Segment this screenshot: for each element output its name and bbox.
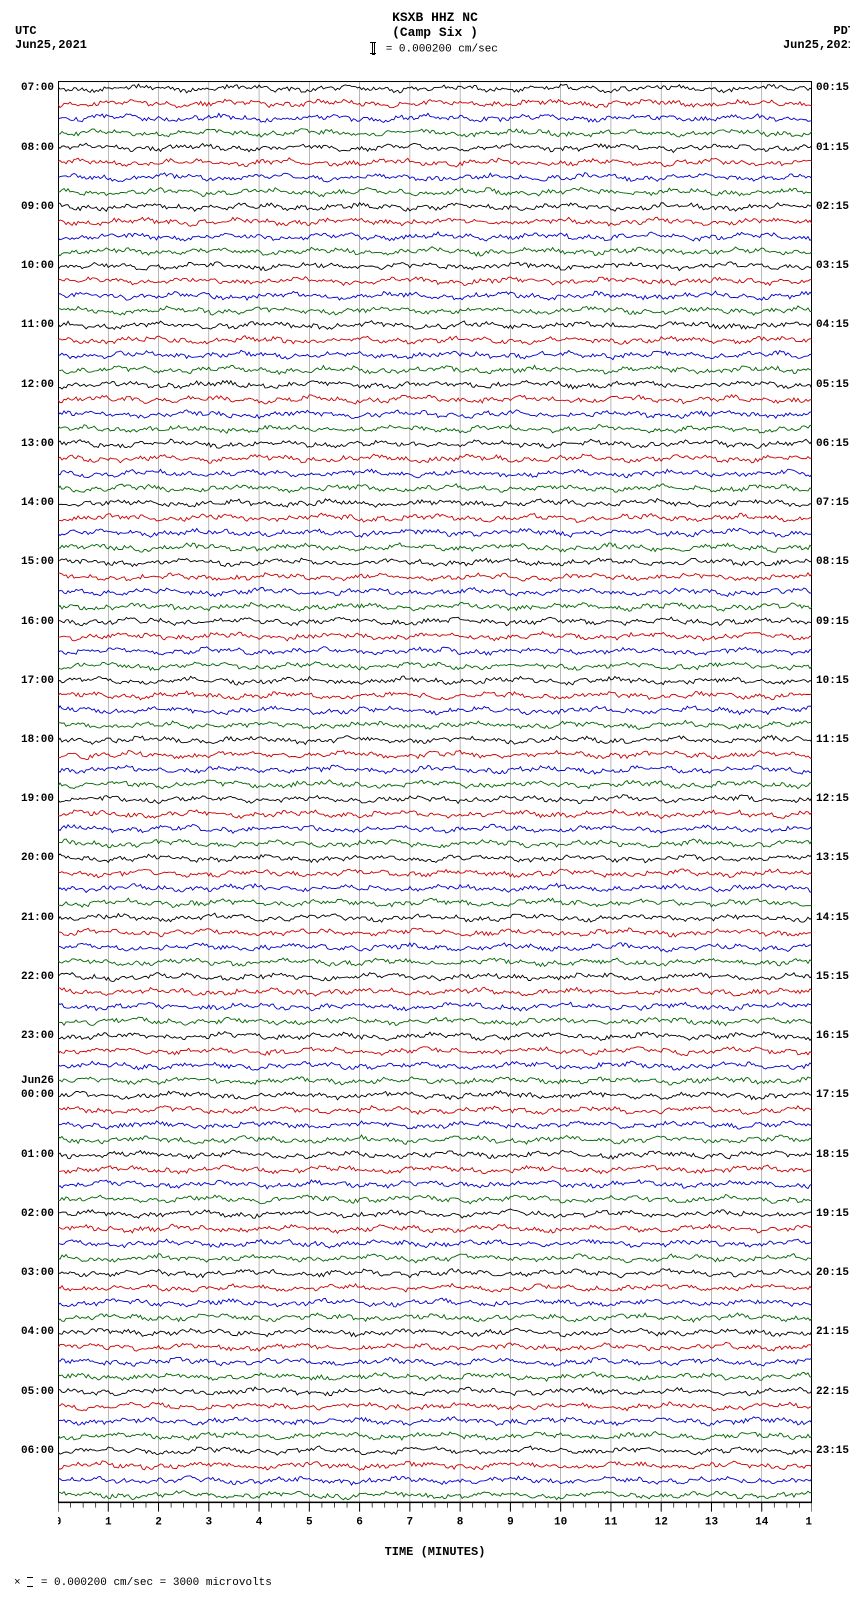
pdt-time-label: 14:15 <box>812 912 849 924</box>
pdt-time-label: 17:15 <box>812 1089 849 1101</box>
svg-text:14: 14 <box>755 1517 769 1529</box>
header: KSXB HHZ NC (Camp Six ) UTC Jun25,2021 P… <box>10 10 850 70</box>
svg-text:11: 11 <box>604 1517 618 1529</box>
pdt-time-label: 03:15 <box>812 260 849 272</box>
utc-time-label: 23:00 <box>21 1030 58 1042</box>
pdt-time-label: 00:15 <box>812 82 849 94</box>
utc-time-label: 20:00 <box>21 852 58 864</box>
pdt-time-label: 10:15 <box>812 675 849 687</box>
pdt-time-label: 11:15 <box>812 734 849 746</box>
utc-time-label: 04:00 <box>21 1326 58 1338</box>
utc-time-label: 21:00 <box>21 912 58 924</box>
svg-text:10: 10 <box>554 1517 567 1529</box>
utc-time-label: 13:00 <box>21 438 58 450</box>
svg-text:4: 4 <box>256 1517 263 1529</box>
footer-scale: × = 0.000200 cm/sec = 3000 microvolts <box>10 1577 850 1589</box>
utc-time-label: 08:00 <box>21 142 58 154</box>
right-date-label: Jun25,2021 <box>783 38 850 52</box>
pdt-time-label: 12:15 <box>812 793 849 805</box>
pdt-time-label: 19:15 <box>812 1208 849 1220</box>
pdt-time-label: 23:15 <box>812 1445 849 1457</box>
utc-time-label: 11:00 <box>21 319 58 331</box>
seismogram-plot: 0123456789101112131415 <box>58 75 812 1543</box>
pdt-time-label: 22:15 <box>812 1386 849 1398</box>
svg-text:1: 1 <box>105 1517 112 1529</box>
svg-text:6: 6 <box>356 1517 363 1529</box>
svg-text:7: 7 <box>407 1517 414 1529</box>
scale-indicator: = 0.000200 cm/sec <box>10 42 850 55</box>
utc-time-label: 07:00 <box>21 82 58 94</box>
footer-text: = 0.000200 cm/sec = 3000 microvolts <box>41 1577 272 1589</box>
pdt-time-label: 09:15 <box>812 616 849 628</box>
pdt-time-label: 18:15 <box>812 1149 849 1161</box>
seismogram-plot-wrap: 0123456789101112131415 07:0000:1508:0001… <box>58 75 812 1543</box>
svg-text:12: 12 <box>655 1517 668 1529</box>
pdt-time-label: 20:15 <box>812 1267 849 1279</box>
utc-time-label: 19:00 <box>21 793 58 805</box>
scale-bar-icon <box>372 42 375 55</box>
pdt-time-label: 21:15 <box>812 1326 849 1338</box>
pdt-time-label: 05:15 <box>812 379 849 391</box>
pdt-time-label: 15:15 <box>812 971 849 983</box>
svg-text:3: 3 <box>205 1517 212 1529</box>
left-date-label: Jun25,2021 <box>15 38 87 52</box>
utc-time-label: 02:00 <box>21 1208 58 1220</box>
utc-time-label: 15:00 <box>21 556 58 568</box>
pdt-time-label: 08:15 <box>812 556 849 568</box>
station-title: KSXB HHZ NC <box>10 10 850 25</box>
utc-time-label: 09:00 <box>21 201 58 213</box>
pdt-time-label: 13:15 <box>812 852 849 864</box>
utc-time-label: 01:00 <box>21 1149 58 1161</box>
utc-time-label: 16:00 <box>21 616 58 628</box>
utc-time-label: 05:00 <box>21 1386 58 1398</box>
pdt-time-label: 01:15 <box>812 142 849 154</box>
utc-time-label: 22:00 <box>21 971 58 983</box>
utc-time-label: 00:00 <box>21 1089 58 1101</box>
pdt-time-label: 02:15 <box>812 201 849 213</box>
footer-bar-icon <box>30 1577 31 1587</box>
utc-time-label: 17:00 <box>21 675 58 687</box>
pdt-time-label: 07:15 <box>812 497 849 509</box>
left-timezone-label: UTC <box>15 24 37 38</box>
svg-text:8: 8 <box>457 1517 464 1529</box>
svg-text:9: 9 <box>507 1517 514 1529</box>
utc-time-label: 18:00 <box>21 734 58 746</box>
svg-text:15: 15 <box>805 1517 812 1529</box>
pdt-time-label: 16:15 <box>812 1030 849 1042</box>
utc-date-prefix: Jun26 <box>21 1075 58 1087</box>
footer-prefix: × <box>14 1577 21 1589</box>
x-axis-label: TIME (MINUTES) <box>10 1545 850 1559</box>
svg-text:0: 0 <box>58 1517 61 1529</box>
utc-time-label: 12:00 <box>21 379 58 391</box>
scale-text: = 0.000200 cm/sec <box>386 43 498 55</box>
station-subtitle: (Camp Six ) <box>10 25 850 40</box>
utc-time-label: 14:00 <box>21 497 58 509</box>
pdt-time-label: 04:15 <box>812 319 849 331</box>
utc-time-label: 06:00 <box>21 1445 58 1457</box>
pdt-time-label: 06:15 <box>812 438 849 450</box>
utc-time-label: 10:00 <box>21 260 58 272</box>
svg-text:2: 2 <box>155 1517 162 1529</box>
utc-time-label: 03:00 <box>21 1267 58 1279</box>
svg-text:5: 5 <box>306 1517 313 1529</box>
right-timezone-label: PDT <box>833 24 850 38</box>
svg-text:13: 13 <box>705 1517 719 1529</box>
